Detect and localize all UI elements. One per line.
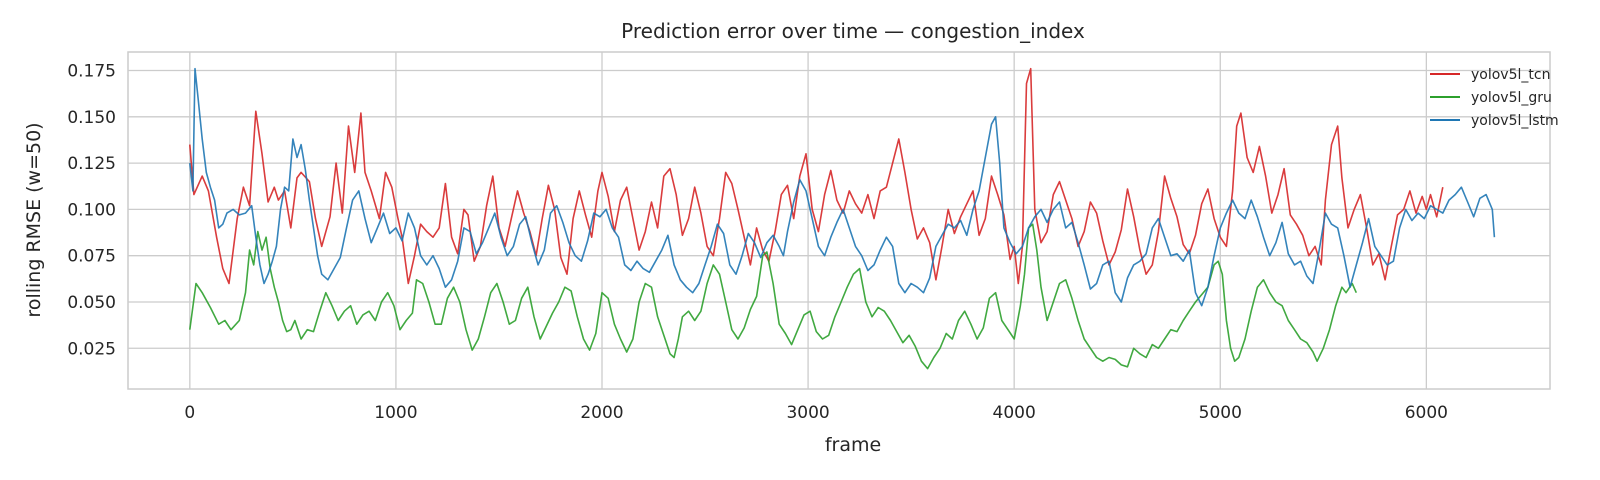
x-tick-label: 0 bbox=[184, 403, 195, 423]
x-tick-label: 2000 bbox=[580, 403, 623, 423]
x-tick-label: 5000 bbox=[1199, 403, 1242, 423]
y-tick-label: 0.150 bbox=[67, 108, 116, 128]
series-line-yolov5l_tcn bbox=[189, 67, 1444, 285]
legend-label: yolov5l_tcn bbox=[1471, 67, 1550, 83]
x-tick-label: 4000 bbox=[993, 403, 1036, 423]
y-axis-label: rolling RMSE (w=50) bbox=[23, 122, 45, 317]
tick-labels: 0 1000 2000 3000 4000 5000 6000 0.025 0.050 0.075… bbox=[67, 62, 1448, 423]
legend: yolov5l_tcn yolov5l_gru yolov5l_lstm bbox=[1430, 67, 1559, 129]
y-tick-label: 0.075 bbox=[67, 247, 116, 267]
x-tick-label: 3000 bbox=[786, 403, 829, 423]
series-line-yolov5l_gru bbox=[189, 223, 1358, 370]
y-tick-label: 0.025 bbox=[67, 339, 116, 359]
y-tick-label: 0.050 bbox=[67, 293, 116, 313]
x-axis-label: frame bbox=[825, 434, 881, 456]
grid bbox=[128, 52, 1550, 389]
y-tick-label: 0.100 bbox=[67, 200, 116, 220]
legend-label: yolov5l_lstm bbox=[1471, 113, 1559, 129]
legend-label: yolov5l_gru bbox=[1471, 90, 1552, 106]
series-line-yolov5l_lstm bbox=[189, 67, 1496, 307]
series-group bbox=[189, 67, 1496, 370]
x-tick-label: 1000 bbox=[374, 403, 417, 423]
chart-title: Prediction error over time — congestion_… bbox=[621, 19, 1085, 43]
y-tick-label: 0.175 bbox=[67, 62, 116, 82]
plot-frame bbox=[127, 51, 1551, 390]
y-tick-label: 0.125 bbox=[67, 154, 116, 174]
x-tick-label: 6000 bbox=[1405, 403, 1448, 423]
